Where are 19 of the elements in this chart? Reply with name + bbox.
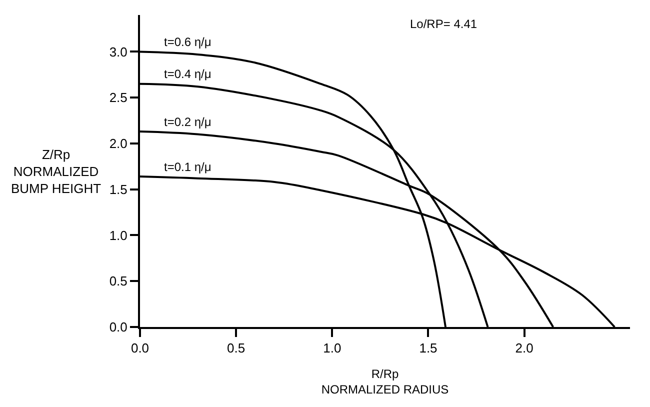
y-tick-label: 1.0	[109, 228, 128, 243]
x-tick-label: 2.0	[515, 340, 534, 356]
y-tick-label: 3.0	[109, 44, 128, 60]
x-tick-label: 0.0	[130, 340, 150, 356]
annotation: Lo/RP= 4.41	[410, 17, 478, 31]
y-tick-label: 0.5	[109, 274, 128, 289]
x-tick-label: 1.0	[323, 340, 342, 356]
x-tick-label: 1.5	[419, 340, 438, 356]
series-label: t=0.2 η/μ	[164, 115, 212, 129]
y-tick-label: 2.5	[109, 90, 128, 106]
y-axis-title: Z/Rp NORMALIZED BUMP HEIGHT	[11, 147, 102, 196]
series-label: t=0.1 η/μ	[164, 160, 212, 174]
y-tick-label: 2.0	[109, 136, 128, 152]
y-tick-label: 1.5	[109, 182, 128, 197]
x-tick-label: 0.5	[227, 340, 246, 356]
series-label: t=0.4 η/μ	[164, 67, 212, 81]
x-axis-title: R/Rp NORMALIZED RADIUS	[321, 367, 449, 397]
series-label: t=0.6 η/μ	[164, 35, 212, 49]
y-tick-label: 0.0	[109, 320, 128, 335]
